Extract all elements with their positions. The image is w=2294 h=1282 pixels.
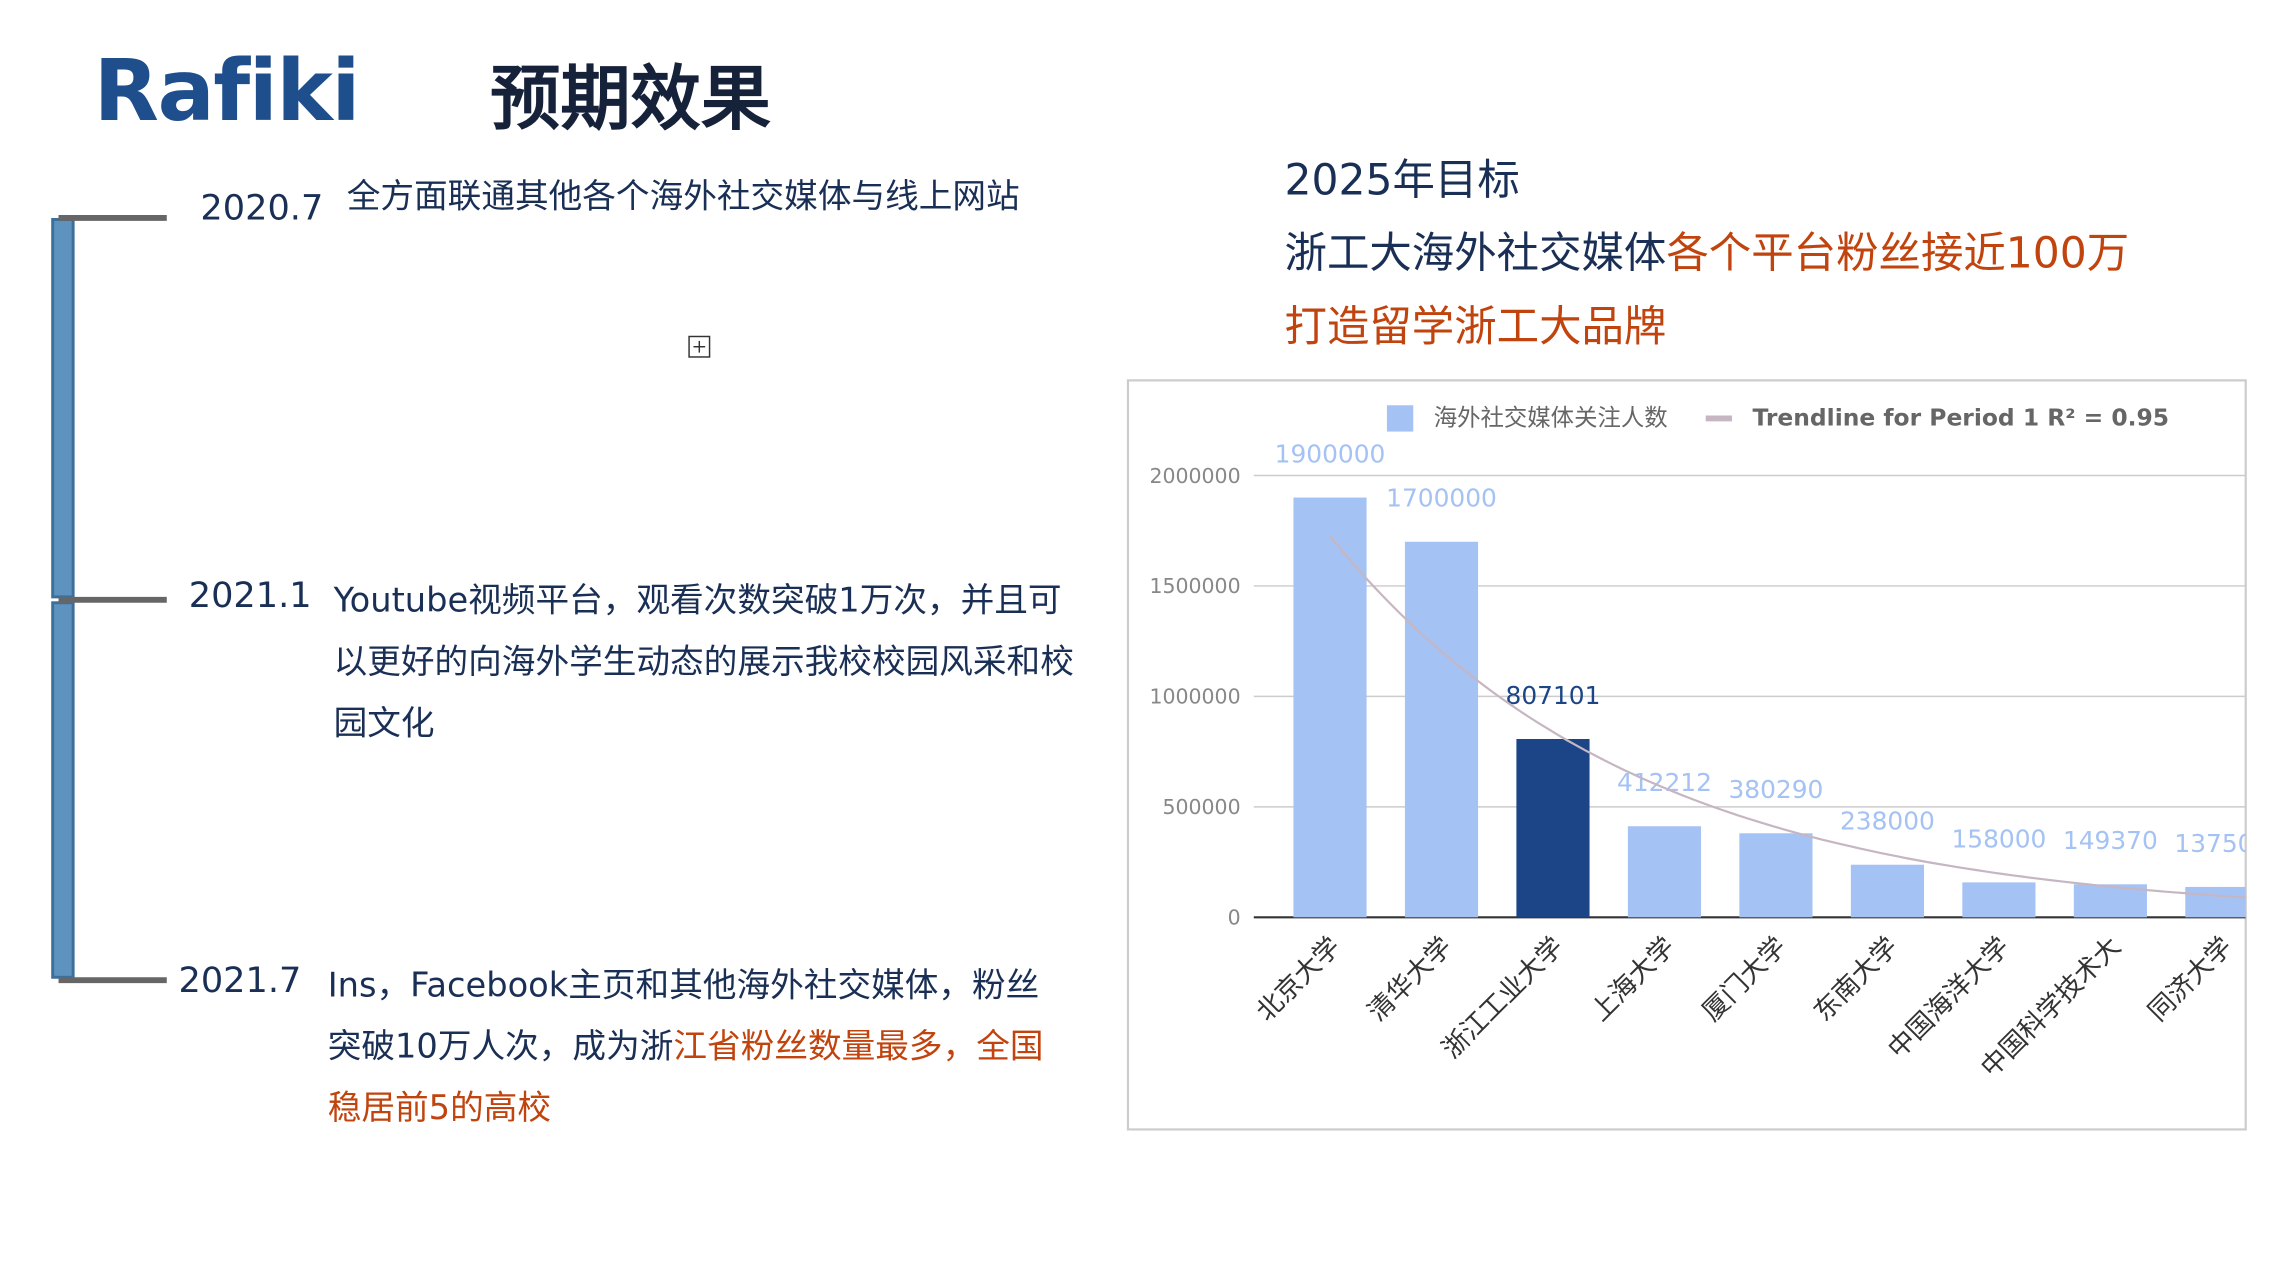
bar xyxy=(1739,833,1813,918)
legend-label: Trendline for Period 1 R² = 0.95 xyxy=(1753,404,2170,432)
text-part: Youtube视频平台，观看次数突破1万次，并且可以更好的向海外学生动态的展示我… xyxy=(333,582,1074,744)
bar xyxy=(1404,541,1479,918)
text-part-highlight: 打造留学浙工大品牌 xyxy=(1284,301,1667,352)
bar xyxy=(1627,826,1702,918)
bar xyxy=(1293,497,1367,918)
text-part: Ins，Facebook主页和其他海外社交媒体，粉丝突破10万人次，成为浙 xyxy=(327,967,1040,1067)
timeline-text: 全方面联通其他各个海外社交媒体与线上网站 xyxy=(347,167,1057,228)
text-part: 浙工大海外社交媒体 xyxy=(1284,228,1667,278)
legend-label: 海外社交媒体关注人数 xyxy=(1434,404,1668,432)
value-label: 158000 xyxy=(1951,824,2046,853)
slide-title: 预期效果 xyxy=(490,58,772,141)
value-label: 149370 xyxy=(2063,826,2158,855)
timeline-date: 2020.7 xyxy=(200,187,324,229)
text-part-highlight: 各个平台粉丝接近100万 xyxy=(1666,228,2130,278)
goal-line: 打造留学浙工大品牌 xyxy=(1285,293,1667,354)
value-label: 1900000 xyxy=(1275,439,1386,468)
goal-line: 浙工大海外社交媒体各个平台粉丝接近100万 xyxy=(1285,219,2130,280)
timeline-text: Ins，Facebook主页和其他海外社交媒体，粉丝突破10万人次，成为浙江省粉… xyxy=(328,955,1045,1139)
trendline xyxy=(1329,535,2246,899)
y-tick-label: 1000000 xyxy=(1149,685,1240,709)
text-part: 全方面联通其他各个海外社交媒体与线上网站 xyxy=(346,178,1020,217)
value-label: 1700000 xyxy=(1386,484,1497,513)
timeline-text: Youtube视频平台，观看次数突破1万次，并且可以更好的向海外学生动态的展示我… xyxy=(334,571,1083,755)
value-label: 380290 xyxy=(1728,775,1823,804)
y-tick-label: 2000000 xyxy=(1149,464,1240,488)
icon xyxy=(688,335,711,358)
timeline-date: 2021.1 xyxy=(188,574,312,616)
bar xyxy=(1962,882,2036,918)
y-tick-label: 0 xyxy=(1228,906,1241,930)
y-tick-label: 1500000 xyxy=(1149,574,1240,598)
bar xyxy=(2185,886,2246,918)
y-tick-label: 500000 xyxy=(1162,795,1240,819)
timeline-bracket xyxy=(51,215,711,984)
timeline-date: 2021.7 xyxy=(178,959,302,1001)
bar xyxy=(1516,739,1590,918)
text-part-highlight: 江省粉丝数量最多，全国稳居前5的高校 xyxy=(327,1028,1044,1128)
goal-heading: 2025年目标 xyxy=(1284,155,1520,205)
legend-swatch xyxy=(1386,405,1414,432)
logo: Rafiki xyxy=(93,40,361,141)
bar xyxy=(1850,864,1924,918)
value-label: 137500 xyxy=(2174,829,2269,858)
value-label: 807101 xyxy=(1506,681,1601,710)
value-label: 238000 xyxy=(1840,807,1935,836)
